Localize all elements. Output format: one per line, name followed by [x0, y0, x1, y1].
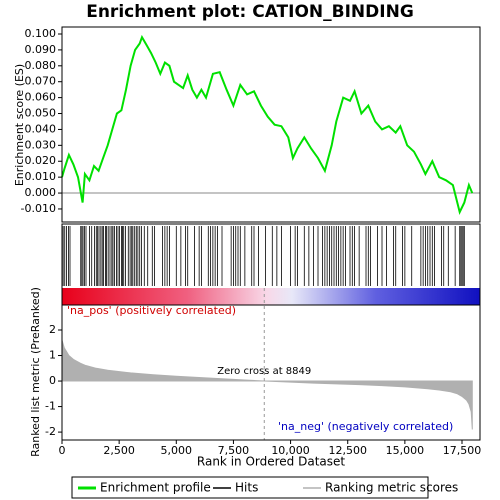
y-tick-label: 0.070	[25, 75, 57, 88]
es-line	[61, 34, 474, 216]
y-tick-label: 0.010	[25, 170, 57, 183]
y-tick-label: 0.100	[25, 27, 57, 40]
legend-label: Hits	[235, 481, 258, 495]
y-tick-label: 0	[49, 374, 56, 387]
x-tick-label: 0	[59, 444, 66, 457]
annotation: 'na_neg' (negatively correlated)	[278, 420, 453, 433]
legend-label: Ranking metric scores	[325, 481, 458, 495]
y-tick-label: 1	[49, 349, 56, 362]
x-axis-label: Rank in Ordered Dataset	[197, 455, 345, 469]
y-tick-label: 0.000	[25, 186, 57, 199]
annotation: 'na_pos' (positively correlated)	[67, 304, 236, 317]
y-tick-label: 0.020	[25, 154, 57, 167]
y-tick-label: 0.050	[25, 107, 57, 120]
rank-color-bar	[62, 288, 480, 305]
x-tick-label: 10,000	[271, 444, 310, 457]
x-tick-label: 15,000	[386, 444, 425, 457]
x-tick-label: 17,500	[443, 444, 482, 457]
y-tick-label: -2	[45, 425, 56, 438]
annotation: Zero cross at 8849	[217, 366, 311, 377]
legend	[71, 476, 429, 499]
x-tick-label: 7,500	[218, 444, 250, 457]
chart-title: Enrichment plot: CATION_BINDING	[86, 2, 414, 22]
x-tick-label: 12,500	[328, 444, 367, 457]
y-axis-label: Enrichment score (ES)	[13, 64, 26, 186]
y-tick-label: 0.030	[25, 138, 57, 151]
x-tick-label: 5,000	[161, 444, 193, 457]
plot-frame	[61, 26, 481, 223]
y-axis-label: Ranked list metric (PreRanked)	[29, 287, 42, 457]
y-tick-label: 0.060	[25, 91, 57, 104]
y-tick-label: -0.010	[21, 202, 56, 215]
y-tick-label: 2	[49, 323, 56, 336]
y-tick-label: 0.090	[25, 43, 57, 56]
y-tick-label: 0.080	[25, 59, 57, 72]
y-tick-label: 0.040	[25, 122, 57, 135]
y-tick-label: -1	[45, 400, 56, 413]
plot-frame	[61, 304, 481, 441]
legend-label: Enrichment profile	[100, 481, 211, 495]
x-tick-label: 2,500	[103, 444, 135, 457]
metric-area	[61, 340, 473, 430]
